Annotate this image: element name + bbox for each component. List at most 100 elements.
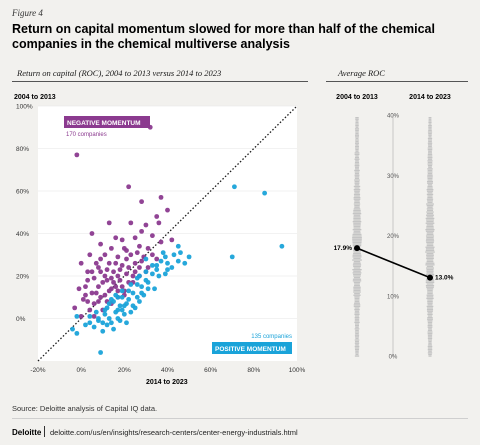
distribution-band — [427, 299, 433, 301]
average-roc-value-2004-2013: 17.9% — [334, 245, 353, 252]
positive-momentum-point — [115, 316, 121, 321]
distribution-band — [353, 291, 361, 293]
footer-separator — [44, 426, 45, 437]
distribution-band — [427, 160, 433, 162]
distribution-band — [428, 139, 432, 141]
distribution-band — [354, 313, 360, 316]
distribution-band — [425, 251, 435, 253]
distribution-band — [353, 304, 361, 306]
distribution-band — [353, 253, 361, 255]
negative-momentum-point — [106, 260, 112, 266]
distribution-band — [355, 149, 359, 151]
positive-momentum-point — [128, 282, 134, 287]
negative-momentum-point — [137, 243, 142, 249]
distribution-band — [355, 131, 359, 133]
distribution-band — [353, 273, 361, 276]
negative-momentum-point — [169, 237, 175, 243]
distribution-band — [354, 328, 360, 330]
distribution-band — [352, 221, 362, 223]
positive-momentum-point — [158, 258, 164, 264]
distribution-band — [355, 168, 359, 170]
positive-momentum-label: POSITIVE MOMENTUM — [215, 346, 286, 353]
positive-momentum-point — [154, 267, 160, 273]
negative-momentum-point — [126, 184, 132, 190]
negative-momentum-point — [143, 222, 149, 228]
scatter-x-tick-label: 100% — [289, 367, 306, 374]
distribution-band — [354, 195, 360, 197]
scatter-x-tick-label: 20% — [118, 367, 131, 374]
distribution-band — [354, 176, 360, 178]
positive-momentum-point — [169, 265, 175, 270]
distribution-band — [426, 265, 434, 268]
distribution-band — [354, 166, 360, 168]
distribution-band — [355, 118, 359, 120]
distribution-band — [426, 286, 434, 288]
positive-momentum-count: 135 companies — [251, 334, 292, 340]
distribution-band — [428, 129, 432, 132]
distribution-band — [426, 216, 434, 218]
distribution-band — [354, 161, 360, 164]
average-roc-period-1-label: 2004 to 2013 — [336, 94, 378, 101]
positive-momentum-point — [111, 326, 116, 332]
average-roc-point-2014-2023 — [427, 274, 433, 281]
distribution-band — [354, 299, 360, 301]
distribution-band — [427, 323, 433, 325]
distribution-band — [352, 241, 362, 244]
distribution-band — [426, 253, 434, 255]
negative-momentum-point — [83, 284, 88, 290]
distribution-band — [354, 174, 360, 176]
footer-url[interactable]: deloitte.com/us/en/insights/research-cen… — [50, 428, 298, 437]
distribution-band — [354, 321, 360, 324]
negative-momentum-point — [132, 260, 138, 266]
distribution-band — [427, 334, 433, 336]
distribution-band — [426, 198, 434, 200]
distribution-band — [427, 182, 433, 184]
negative-momentum-point — [98, 294, 103, 300]
negative-momentum-point — [132, 269, 138, 275]
positive-momentum-point — [165, 260, 170, 266]
figure-label: Figure 4 — [12, 8, 43, 18]
positive-momentum-point — [171, 252, 177, 258]
positive-momentum-point — [126, 296, 132, 302]
distribution-band — [352, 213, 362, 215]
negative-momentum-point — [139, 228, 145, 234]
distribution-band — [428, 150, 432, 152]
distribution-band — [352, 254, 362, 256]
negative-momentum-point — [89, 269, 95, 275]
positive-momentum-point — [104, 322, 110, 328]
scatter-y-axis-label: 2004 to 2013 — [14, 94, 56, 101]
distribution-band — [354, 171, 360, 173]
positive-momentum-point — [262, 190, 268, 196]
negative-momentum-point — [93, 260, 99, 266]
negative-momentum-point — [89, 290, 95, 296]
distribution-band — [426, 254, 434, 256]
distribution-band — [428, 136, 432, 138]
distribution-band — [427, 157, 433, 159]
distribution-band — [428, 123, 432, 125]
distribution-band — [427, 302, 433, 304]
distribution-band — [428, 141, 432, 143]
distribution-band — [426, 309, 434, 311]
distribution-band — [426, 181, 434, 183]
negative-momentum-point — [124, 271, 129, 277]
positive-momentum-point — [232, 184, 237, 190]
distribution-band — [425, 248, 435, 250]
distribution-band — [355, 329, 359, 332]
distribution-band — [428, 350, 432, 352]
distribution-band — [354, 181, 360, 183]
negative-momentum-point — [102, 273, 108, 279]
distribution-band — [425, 240, 435, 242]
distribution-band — [354, 182, 360, 184]
distribution-band — [354, 152, 360, 154]
positive-momentum-point — [100, 328, 106, 334]
positive-momentum-point — [165, 267, 170, 273]
distribution-band — [352, 243, 362, 245]
positive-momentum-point — [162, 271, 168, 277]
positive-momentum-point — [149, 271, 155, 277]
distribution-band — [427, 333, 433, 335]
distribution-band — [353, 265, 361, 268]
distribution-band — [427, 206, 433, 208]
scatter-y-tick-label: 80% — [16, 146, 29, 153]
negative-momentum-point — [98, 241, 103, 247]
negative-momentum-point — [134, 250, 140, 256]
